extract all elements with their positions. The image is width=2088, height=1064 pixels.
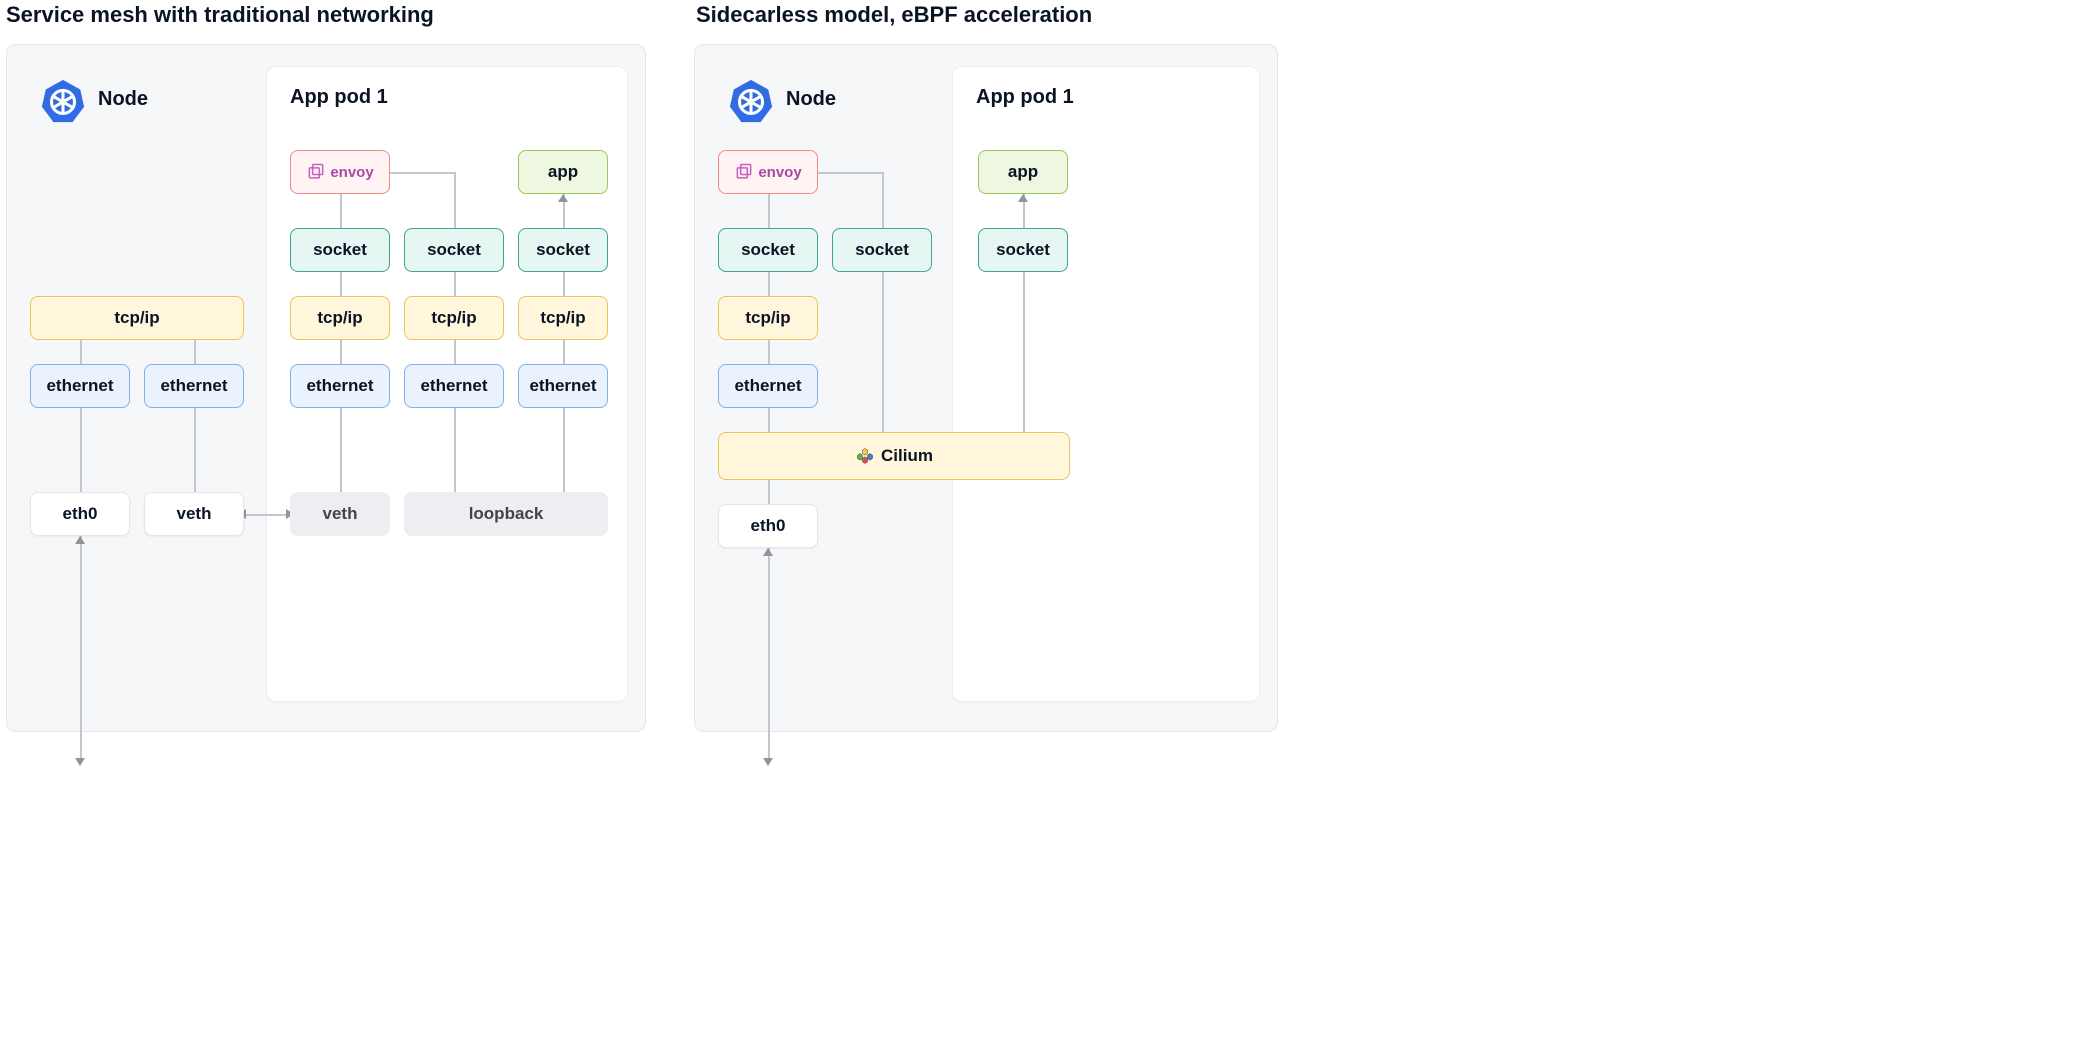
tcpip-box: tcp/ip bbox=[518, 296, 608, 340]
envoy-label: envoy bbox=[330, 164, 373, 181]
ethernet-box: ethernet bbox=[290, 364, 390, 408]
left-title: Service mesh with traditional networking bbox=[6, 2, 434, 28]
ethernet-box: ethernet bbox=[718, 364, 818, 408]
arrow-up-icon bbox=[763, 548, 773, 556]
connector bbox=[1023, 272, 1025, 432]
ethernet-box: ethernet bbox=[518, 364, 608, 408]
connector bbox=[768, 548, 770, 760]
tcpip-box: tcp/ip bbox=[404, 296, 504, 340]
connector bbox=[454, 272, 456, 296]
connector bbox=[244, 514, 290, 516]
loopback-box: loopback bbox=[404, 492, 608, 536]
arrow-down-icon bbox=[763, 758, 773, 766]
connector bbox=[768, 194, 770, 228]
connector bbox=[80, 408, 82, 492]
veth-host-box: veth bbox=[144, 492, 244, 536]
kubernetes-icon bbox=[728, 78, 774, 124]
connector bbox=[563, 272, 565, 296]
tcpip-host-box: tcp/ip bbox=[30, 296, 244, 340]
socket-box: socket bbox=[832, 228, 932, 272]
app-box: app bbox=[978, 150, 1068, 194]
socket-box: socket bbox=[518, 228, 608, 272]
connector bbox=[768, 340, 770, 364]
arrow-up-icon bbox=[75, 536, 85, 544]
envoy-icon bbox=[734, 162, 754, 182]
cilium-box: Cilium bbox=[718, 432, 1070, 480]
tcpip-box: tcp/ip bbox=[290, 296, 390, 340]
connector bbox=[194, 408, 196, 492]
connector bbox=[563, 408, 565, 492]
connector bbox=[340, 272, 342, 296]
connector bbox=[80, 340, 82, 364]
connector bbox=[340, 340, 342, 364]
envoy-box: envoy bbox=[290, 150, 390, 194]
socket-box: socket bbox=[978, 228, 1068, 272]
connector bbox=[882, 272, 884, 432]
right-title: Sidecarless model, eBPF acceleration bbox=[696, 2, 1092, 28]
ethernet-box: ethernet bbox=[404, 364, 504, 408]
connector bbox=[390, 172, 454, 174]
socket-box: socket bbox=[718, 228, 818, 272]
left-node-label: Node bbox=[98, 88, 148, 111]
arrow-up-icon bbox=[1018, 194, 1028, 202]
connector bbox=[194, 340, 196, 364]
connector bbox=[340, 194, 342, 228]
envoy-box: envoy bbox=[718, 150, 818, 194]
app-box: app bbox=[518, 150, 608, 194]
connector bbox=[454, 408, 456, 492]
envoy-label: envoy bbox=[758, 164, 801, 181]
diagram-canvas: Service mesh with traditional networking… bbox=[0, 0, 1512, 770]
arrow-down-icon bbox=[75, 758, 85, 766]
eth0-box: eth0 bbox=[30, 492, 130, 536]
connector bbox=[80, 536, 82, 760]
connector bbox=[454, 340, 456, 364]
ethernet-host-box: ethernet bbox=[30, 364, 130, 408]
tcpip-box: tcp/ip bbox=[718, 296, 818, 340]
eth0-box: eth0 bbox=[718, 504, 818, 548]
connector bbox=[340, 408, 342, 492]
left-pod-label: App pod 1 bbox=[290, 86, 388, 109]
cilium-icon bbox=[855, 446, 875, 466]
veth-box: veth bbox=[290, 492, 390, 536]
socket-box: socket bbox=[290, 228, 390, 272]
socket-box: socket bbox=[404, 228, 504, 272]
connector bbox=[768, 408, 770, 432]
connector bbox=[882, 172, 884, 228]
kubernetes-icon bbox=[40, 78, 86, 124]
ethernet-host-box: ethernet bbox=[144, 364, 244, 408]
right-pod-label: App pod 1 bbox=[976, 86, 1074, 109]
envoy-icon bbox=[306, 162, 326, 182]
connector bbox=[454, 172, 456, 228]
connector bbox=[818, 172, 882, 174]
connector bbox=[563, 340, 565, 364]
cilium-label: Cilium bbox=[881, 446, 933, 466]
right-node-label: Node bbox=[786, 88, 836, 111]
connector bbox=[768, 480, 770, 504]
arrow-up-icon bbox=[558, 194, 568, 202]
connector bbox=[768, 272, 770, 296]
